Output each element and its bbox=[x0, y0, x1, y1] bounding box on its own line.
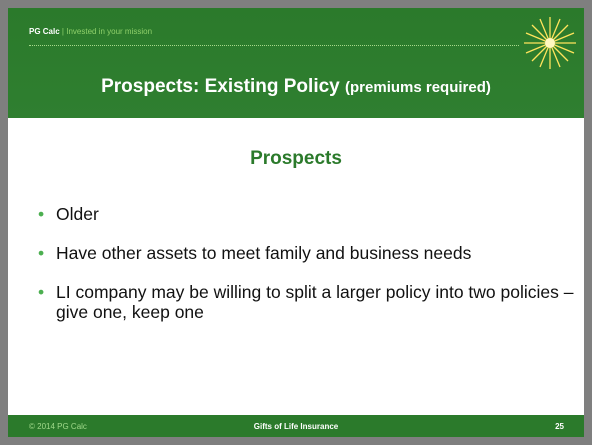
bullet-text: LI company may be willing to split a lar… bbox=[56, 282, 574, 322]
page-number: 25 bbox=[555, 422, 564, 431]
title-note: (premiums required) bbox=[345, 79, 491, 96]
brand: PG Calc bbox=[29, 27, 60, 36]
bullet-text: Have other assets to meet family and bus… bbox=[56, 243, 472, 263]
separator: | bbox=[61, 27, 64, 36]
slide-title: Prospects: Existing Policy (premiums req… bbox=[8, 76, 584, 98]
tagline: Invested in your mission bbox=[66, 27, 153, 36]
header-band bbox=[8, 8, 584, 118]
brand-line: PG Calc | Invested in your mission bbox=[29, 27, 152, 36]
title: Prospects: Existing Policy bbox=[101, 76, 340, 97]
footer-title: Gifts of Life Insurance bbox=[253, 422, 339, 431]
dotted-rule bbox=[29, 45, 519, 46]
slide: PG Calc | Invested in your mission Prosp… bbox=[8, 8, 584, 437]
footer: © 2014 PG Calc Gifts of Life Insurance 2… bbox=[8, 415, 584, 437]
bullet-text: Older bbox=[56, 204, 99, 224]
heading: Prospects bbox=[250, 148, 342, 169]
copyright: © 2014 PG Calc bbox=[29, 422, 87, 431]
starburst bbox=[524, 17, 576, 69]
